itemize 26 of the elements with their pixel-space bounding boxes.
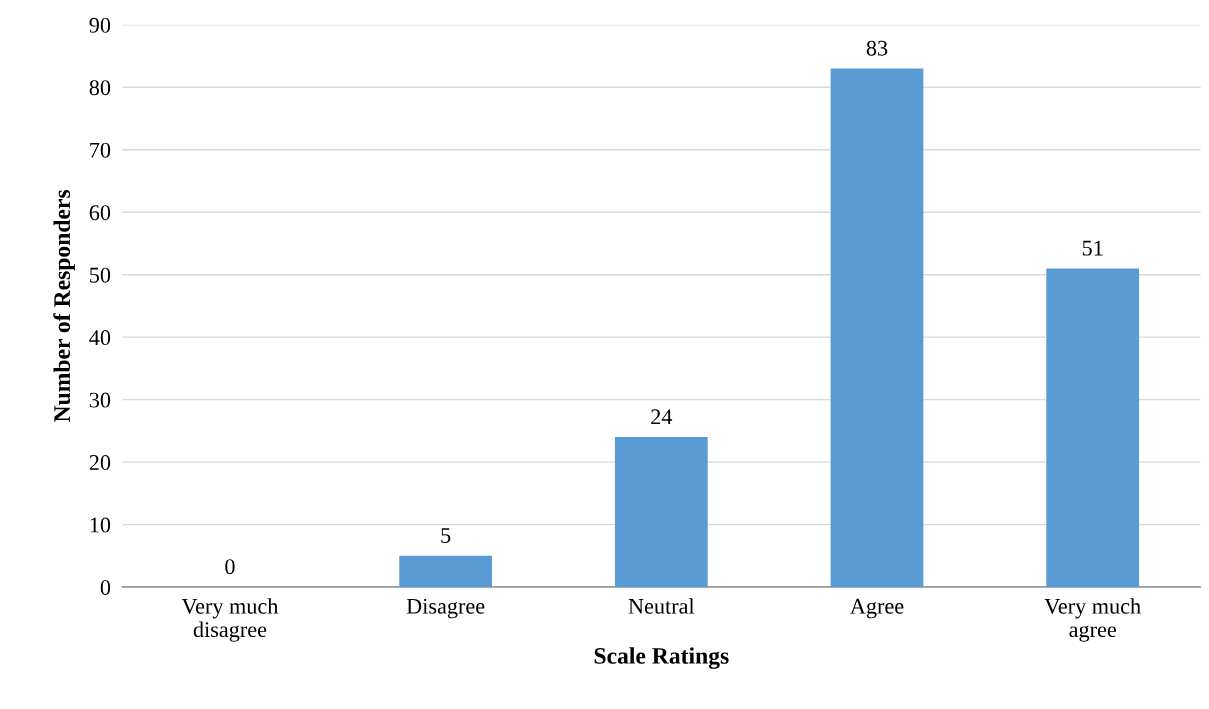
x-tick-label: Very much disagree — [181, 598, 279, 642]
data-label: 5 — [441, 528, 451, 543]
y-tick-label: 20 — [89, 455, 111, 471]
x-tick-label: Disagree — [406, 598, 485, 619]
y-axis-title: Number of Responders — [53, 189, 75, 423]
bar — [830, 68, 924, 588]
bar — [614, 437, 708, 588]
bar — [1046, 268, 1140, 588]
x-tick-label: Agree — [850, 598, 904, 619]
y-tick-label: 50 — [90, 267, 111, 283]
data-label: 83 — [866, 40, 888, 56]
y-tick-label: 70 — [90, 142, 111, 158]
y-tick-label: 90 — [89, 17, 111, 33]
y-tick-label: 60 — [89, 205, 111, 221]
y-tick-label: 80 — [89, 80, 111, 96]
data-label: 51 — [1082, 240, 1103, 256]
x-tick-label: Very much agree — [1044, 598, 1141, 642]
data-label: 0 — [225, 559, 235, 575]
y-tick-label: 10 — [90, 517, 111, 533]
x-axis-title: Scale Ratings — [594, 647, 729, 669]
y-tick-label: 30 — [89, 392, 111, 408]
y-tick-label: 0 — [100, 579, 111, 595]
x-tick-label: Neutral — [628, 598, 695, 614]
y-tick-label: 40 — [89, 330, 111, 346]
data-label: 24 — [651, 409, 673, 425]
bar — [399, 555, 493, 588]
